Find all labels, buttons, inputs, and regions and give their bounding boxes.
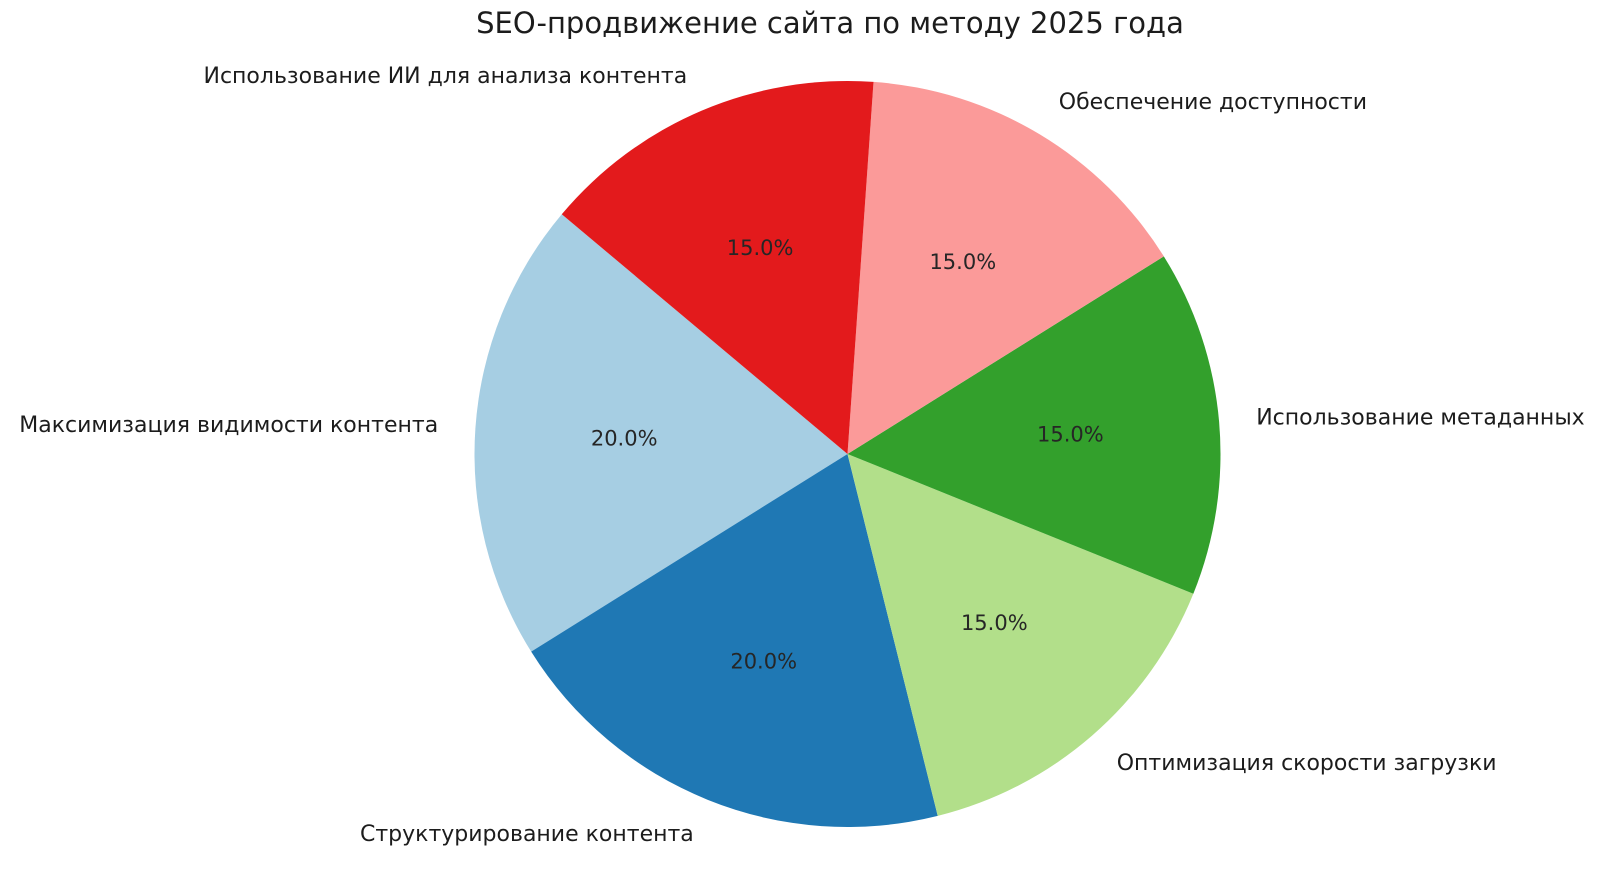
slice-label-0: Максимизация видимости контента xyxy=(19,413,438,438)
slice-pct-4: 15.0% xyxy=(929,250,996,274)
pie-slice-5 xyxy=(561,81,874,454)
pie-slice-1 xyxy=(531,454,938,827)
slice-label-3: Использование метаданных xyxy=(1256,406,1585,431)
pie-slice-3 xyxy=(847,256,1221,594)
pie-slice-4 xyxy=(847,81,1164,454)
pie-slice-2 xyxy=(847,454,1194,816)
slice-label-5: Использование ИИ для анализа контента xyxy=(203,64,687,89)
slice-label-2: Оптимизация скорости загрузки xyxy=(1117,751,1497,776)
chart-title: SEO-продвижение сайта по методу 2025 год… xyxy=(476,6,1184,40)
slice-pct-2: 15.0% xyxy=(961,611,1028,635)
slice-label-1: Структурирование контента xyxy=(360,822,694,847)
slice-label-4: Обеспечение доступности xyxy=(1059,90,1367,115)
slice-pct-5: 15.0% xyxy=(727,236,794,260)
slice-pct-1: 20.0% xyxy=(730,650,797,674)
slice-pct-0: 20.0% xyxy=(591,426,658,450)
slice-pct-3: 15.0% xyxy=(1037,423,1104,447)
pie-slice-0 xyxy=(474,214,848,652)
